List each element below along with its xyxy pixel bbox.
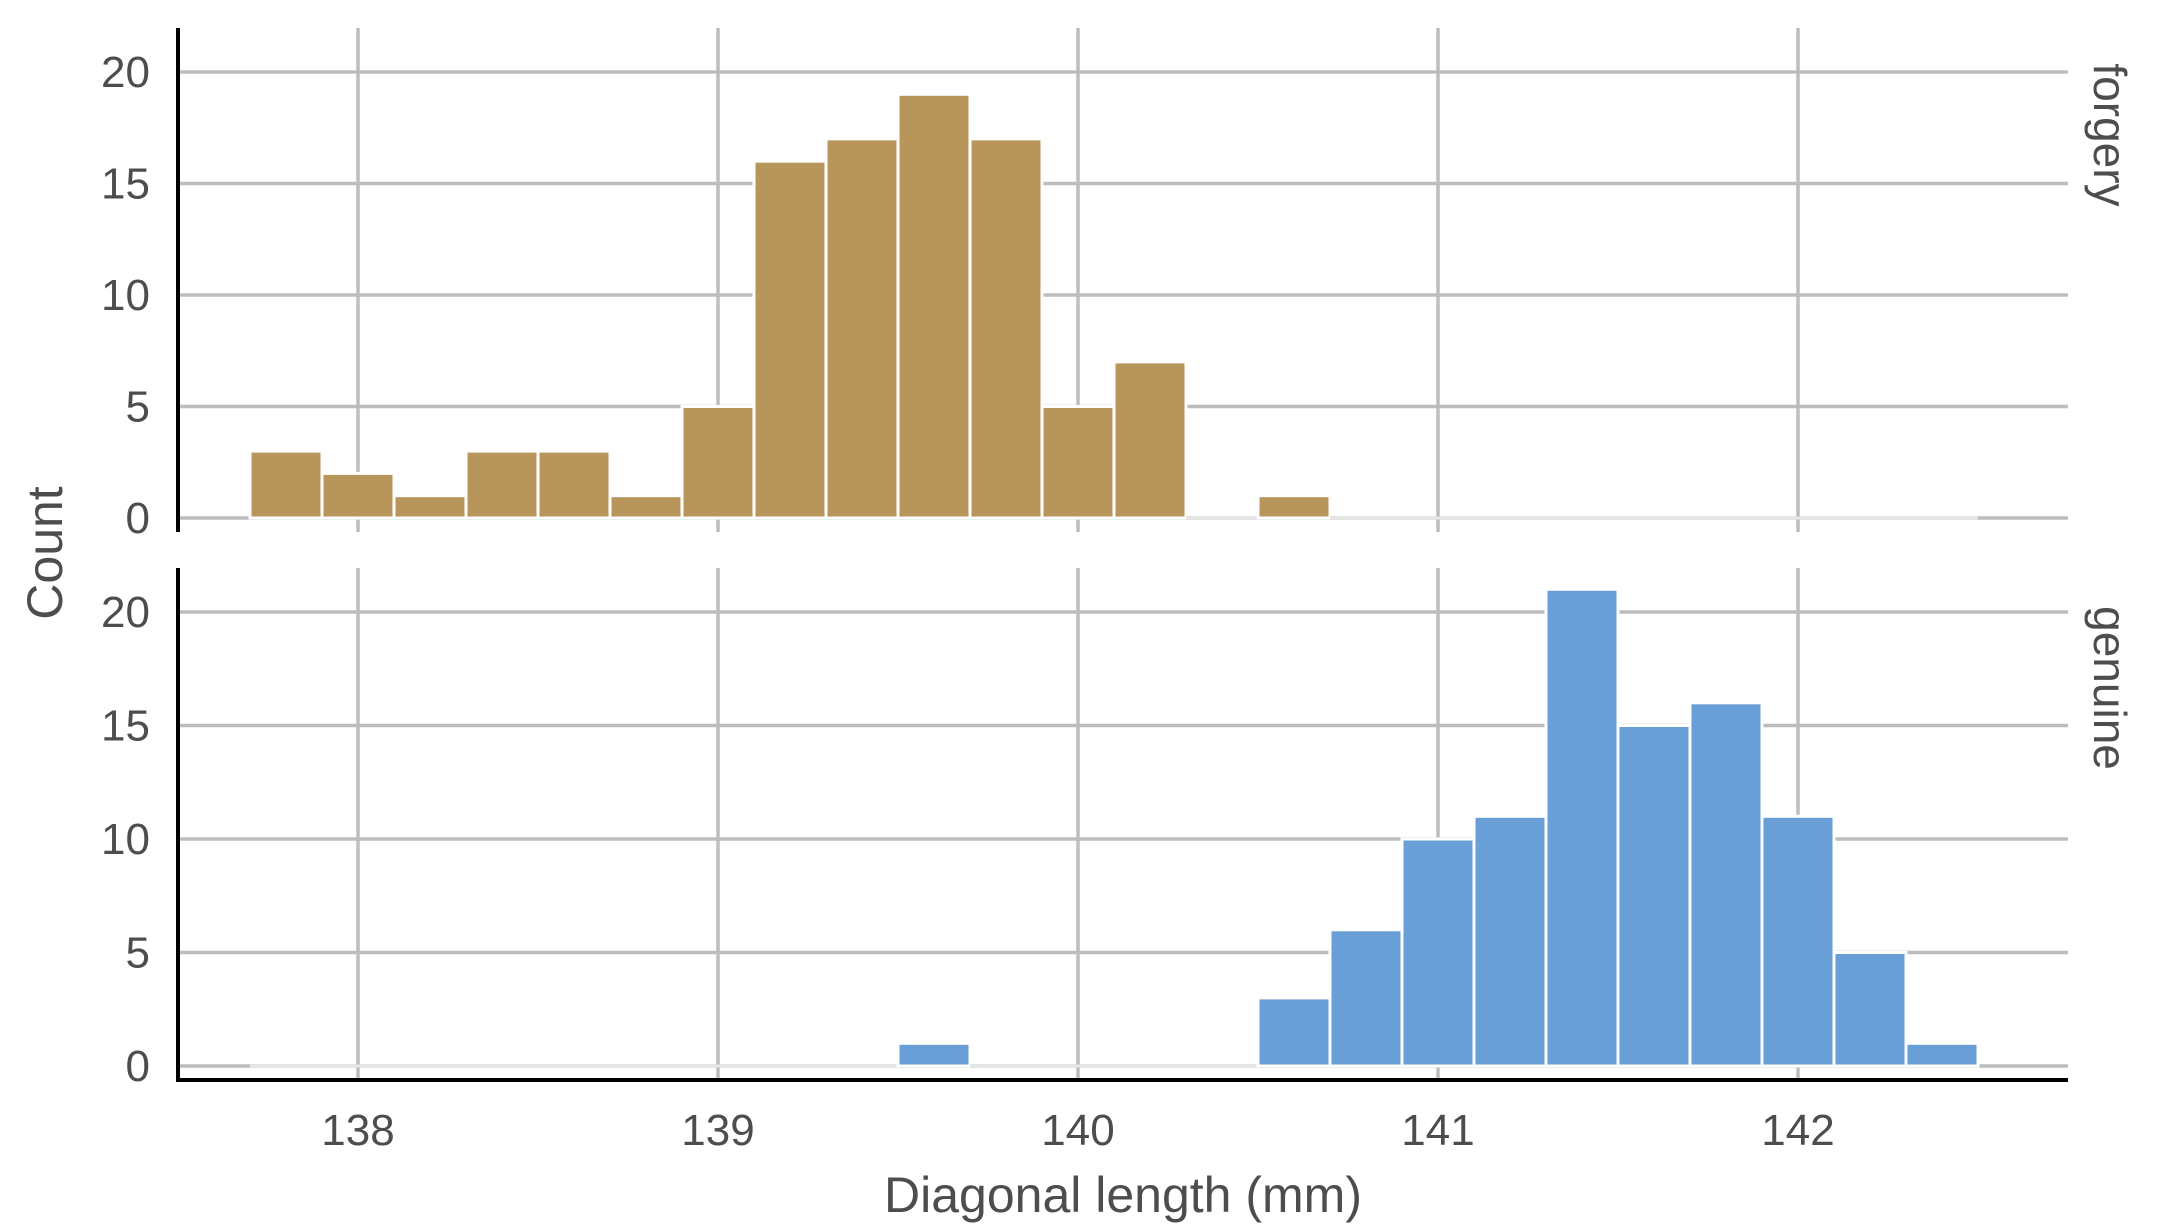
y-tick-label: 0 <box>126 494 150 543</box>
histogram-bar <box>1762 516 1834 520</box>
histogram-bar <box>1688 701 1764 1068</box>
histogram-bar <box>754 1064 826 1068</box>
histogram-bar <box>320 471 396 520</box>
x-tick-label: 140 <box>1041 1106 1114 1155</box>
x-tick-label: 139 <box>681 1106 754 1155</box>
histogram-bar <box>680 405 756 520</box>
histogram-bar <box>896 92 972 520</box>
facet-strip-label: genuine <box>2084 606 2136 770</box>
histogram-bar <box>1618 516 1690 520</box>
y-tick-label: 15 <box>101 702 150 751</box>
histogram-bar <box>1040 405 1116 520</box>
y-tick-label: 5 <box>126 929 150 978</box>
histogram-bar <box>392 494 468 520</box>
histogram-bar <box>970 1064 1042 1068</box>
y-axis-title: Count <box>17 486 73 620</box>
histogram-bar <box>1472 814 1548 1068</box>
facet-panels: 0 5 10 15 20 forgery 0 5 10 15 20 genuine <box>101 28 2136 1091</box>
histogram-bar <box>248 449 324 520</box>
y-tick-label: 10 <box>101 815 150 864</box>
y-tick-label: 10 <box>101 271 150 320</box>
x-tick-label: 142 <box>1761 1106 1834 1155</box>
histogram-bar <box>968 137 1044 520</box>
histogram-bar <box>826 1064 898 1068</box>
histogram-bar <box>1400 837 1476 1068</box>
facet-panel-genuine: 0 5 10 15 20 genuine <box>101 568 2136 1091</box>
histogram-bar <box>610 1064 682 1068</box>
histogram-bar <box>1474 516 1546 520</box>
y-tick-label: 20 <box>101 48 150 97</box>
histogram-bar <box>682 1064 754 1068</box>
histogram-bar <box>466 1064 538 1068</box>
histogram-bar <box>824 137 900 520</box>
x-tick-label: 138 <box>321 1106 394 1155</box>
histogram-bar <box>1328 928 1404 1068</box>
histogram-bar <box>1904 1041 1980 1068</box>
facet-panel-forgery: 0 5 10 15 20 forgery <box>101 28 2136 543</box>
x-tick-label: 141 <box>1401 1106 1474 1155</box>
histogram-bar <box>1402 516 1474 520</box>
histogram-bar <box>608 494 684 520</box>
histogram-bar <box>536 449 612 520</box>
histogram-bar <box>1256 494 1332 520</box>
histogram-bar <box>1832 951 1908 1068</box>
histogram-bar <box>464 449 540 520</box>
facet-strip-label: forgery <box>2084 63 2136 206</box>
x-axis: 138 139 140 141 142 <box>176 1078 2068 1155</box>
y-tick-label: 15 <box>101 160 150 209</box>
histogram-bar <box>752 159 828 520</box>
histogram-bar <box>1546 516 1618 520</box>
x-axis-title: Diagonal length (mm) <box>884 1167 1362 1223</box>
histogram-bar <box>394 1064 466 1068</box>
histogram-bar <box>322 1064 394 1068</box>
y-tick-label: 0 <box>126 1042 150 1091</box>
histogram-bar <box>1042 1064 1114 1068</box>
histogram-bar <box>1760 814 1836 1068</box>
histogram-bar <box>1112 360 1188 520</box>
histogram-bar <box>250 1064 322 1068</box>
histogram-bar <box>538 1064 610 1068</box>
y-tick-label: 20 <box>101 588 150 637</box>
histogram-bar <box>1186 516 1258 520</box>
histogram-bar <box>1186 1064 1258 1068</box>
histogram-bar <box>1616 724 1692 1068</box>
histogram-bar <box>1256 996 1332 1068</box>
y-tick-label: 5 <box>126 383 150 432</box>
histogram-bar <box>1114 1064 1186 1068</box>
histogram-bar <box>1690 516 1762 520</box>
histogram-bar <box>1544 587 1620 1068</box>
histogram-bar <box>896 1041 972 1068</box>
histogram-bar <box>1330 516 1402 520</box>
histogram-bar <box>1906 516 1978 520</box>
histogram-bar <box>1834 516 1906 520</box>
